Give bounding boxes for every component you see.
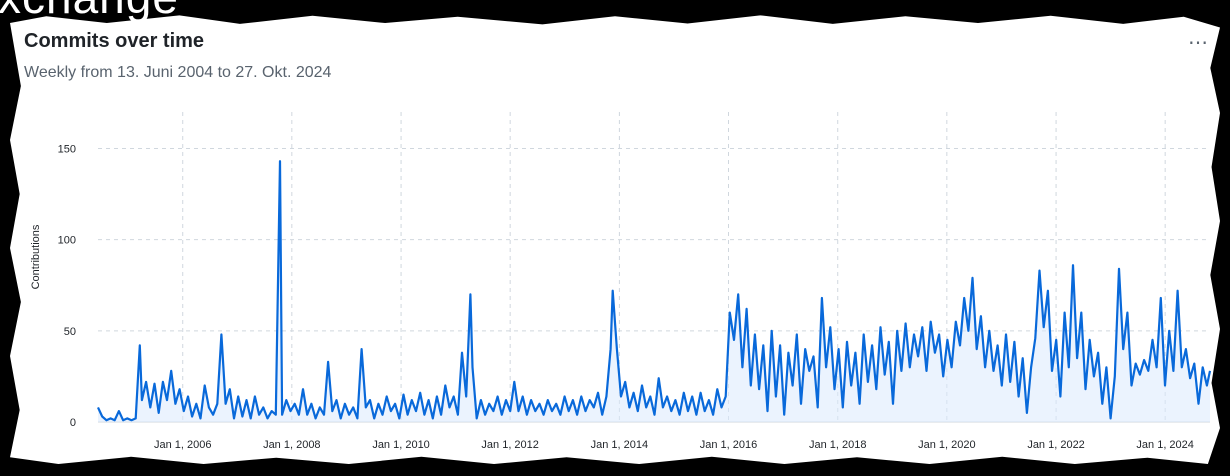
x-tick-label: Jan 1, 2022 xyxy=(1027,439,1085,451)
x-tick-label: Jan 1, 2016 xyxy=(700,439,758,451)
kebab-horizontal-icon[interactable]: ⋯ xyxy=(1188,32,1210,54)
x-tick-label: Jan 1, 2008 xyxy=(263,439,321,451)
y-tick-label: 150 xyxy=(58,143,76,155)
y-axis-label: Contributions xyxy=(30,224,42,289)
x-tick-label: Jan 1, 2014 xyxy=(591,439,649,451)
y-tick-label: 0 xyxy=(70,417,76,429)
x-tick-label: Jan 1, 2020 xyxy=(918,439,976,451)
series-line xyxy=(97,160,1212,422)
commits-chart: 0 50 100 150 Jan 1, 2006 Jan 1, 2008 Jan 1, 20… xyxy=(30,112,1212,451)
commits-card: Commits over time Weekly from 13. Juni 2… xyxy=(10,15,1220,464)
y-tick-label: 100 xyxy=(58,235,76,247)
x-tick-label: Jan 1, 2012 xyxy=(481,439,539,451)
x-tick-label: Jan 1, 2006 xyxy=(154,439,212,451)
chart-title: Commits over time xyxy=(24,30,205,52)
chart-subtitle: Weekly from 13. Juni 2004 to 27. Okt. 20… xyxy=(24,64,332,81)
x-tick-label: Jan 1, 2018 xyxy=(809,439,867,451)
x-tick-label: Jan 1, 2010 xyxy=(372,439,430,451)
series-area xyxy=(98,161,1210,422)
y-tick-label: 50 xyxy=(64,326,76,338)
x-tick-label: Jan 1, 2024 xyxy=(1136,439,1194,451)
